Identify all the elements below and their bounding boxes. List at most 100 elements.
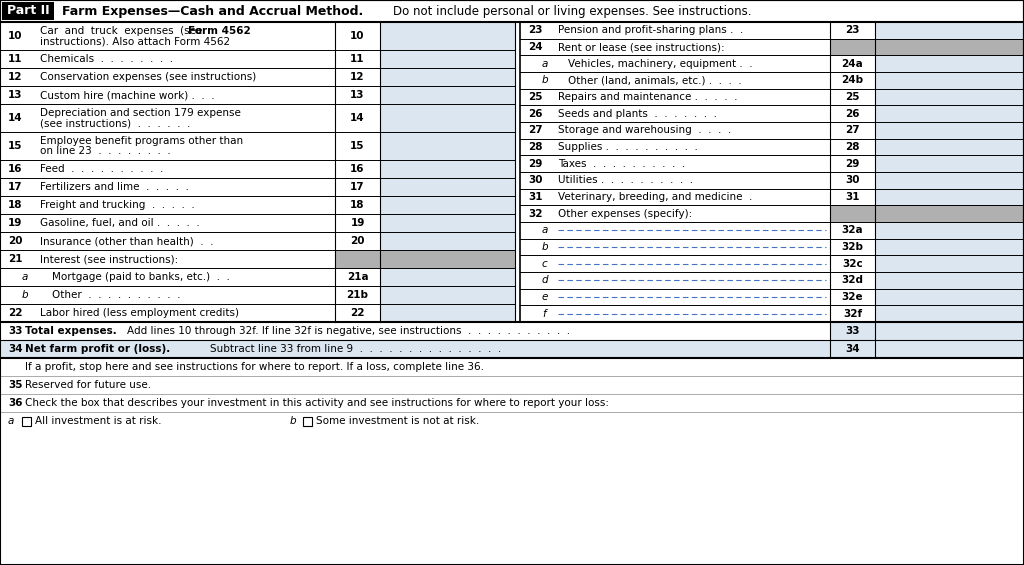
Text: 32b: 32b [842, 242, 863, 252]
Text: 31: 31 [528, 192, 543, 202]
Text: 24a: 24a [842, 59, 863, 69]
Bar [874, 289, 1024, 305]
Text: Some investment is not at risk.: Some investment is not at risk. [316, 416, 479, 426]
Text: 20: 20 [350, 236, 365, 246]
Text: 21a: 21a [347, 272, 369, 282]
Text: Repairs and maintenance .  .  .  .  .: Repairs and maintenance . . . . . [558, 92, 737, 102]
Bar [874, 222, 1024, 238]
Text: 19: 19 [8, 218, 23, 228]
Text: 17: 17 [350, 182, 365, 192]
Text: 14: 14 [8, 113, 23, 123]
Text: 13: 13 [8, 90, 23, 100]
Text: 34: 34 [8, 344, 23, 354]
Text: If a profit, stop here and see instructions for where to report. If a loss, comp: If a profit, stop here and see instructi… [25, 362, 484, 372]
Bar [874, 340, 1024, 358]
Bar [0, 0, 1024, 22]
Text: a: a [8, 416, 14, 426]
Text: 24: 24 [528, 42, 543, 52]
Bar [380, 104, 515, 132]
Text: 36: 36 [8, 398, 23, 408]
Text: 26: 26 [845, 108, 860, 119]
Text: 31: 31 [845, 192, 860, 202]
Text: 32: 32 [528, 208, 543, 219]
Text: Rent or lease (see instructions):: Rent or lease (see instructions): [558, 42, 725, 52]
Bar [380, 268, 515, 286]
Text: a: a [22, 272, 29, 282]
Bar [2, 2, 54, 20]
Bar [380, 86, 515, 104]
Text: Subtract line 33 from line 9  .  .  .  .  .  .  .  .  .  .  .  .  .  .  .: Subtract line 33 from line 9 . . . . . .… [210, 344, 502, 354]
Text: Vehicles, machinery, equipment .  .: Vehicles, machinery, equipment . . [568, 59, 753, 69]
Text: 29: 29 [846, 159, 860, 169]
Bar [380, 232, 515, 250]
Bar [874, 189, 1024, 205]
Text: 33: 33 [8, 326, 23, 336]
Text: d: d [542, 275, 549, 285]
Text: 15: 15 [350, 141, 365, 151]
Bar [380, 22, 515, 50]
Text: f: f [542, 308, 546, 319]
Text: 11: 11 [350, 54, 365, 64]
Bar [874, 322, 1024, 340]
Text: Conservation expenses (see instructions): Conservation expenses (see instructions) [40, 72, 256, 82]
Bar [0, 22, 1024, 322]
Text: 34: 34 [845, 344, 860, 354]
Text: Insurance (other than health)  .  .: Insurance (other than health) . . [40, 236, 213, 246]
Text: Car  and  truck  expenses  (see: Car and truck expenses (see [40, 26, 203, 36]
Bar [0, 358, 1024, 376]
Text: 33: 33 [845, 326, 860, 336]
Text: 12: 12 [350, 72, 365, 82]
Text: Other expenses (specify):: Other expenses (specify): [558, 208, 692, 219]
Text: Supplies .  .  .  .  .  .  .  .  .  .: Supplies . . . . . . . . . . [558, 142, 698, 152]
Text: Freight and trucking  .  .  .  .  .: Freight and trucking . . . . . [40, 200, 195, 210]
Text: Utilities .  .  .  .  .  .  .  .  .  .: Utilities . . . . . . . . . . [558, 175, 693, 185]
Text: Other (land, animals, etc.) .  .  .  .: Other (land, animals, etc.) . . . . [568, 75, 741, 85]
Text: 25: 25 [845, 92, 860, 102]
Bar [380, 214, 515, 232]
Text: Labor hired (less employment credits): Labor hired (less employment credits) [40, 308, 239, 318]
Bar [380, 68, 515, 86]
Text: 12: 12 [8, 72, 23, 82]
Text: Seeds and plants  .  .  .  .  .  .  .: Seeds and plants . . . . . . . [558, 108, 717, 119]
Bar [830, 340, 874, 358]
Text: Add lines 10 through 32f. If line 32f is negative, see instructions  .  .  .  . : Add lines 10 through 32f. If line 32f is… [127, 326, 570, 336]
Bar [874, 89, 1024, 105]
Text: 26: 26 [528, 108, 543, 119]
Text: Veterinary, breeding, and medicine  .: Veterinary, breeding, and medicine . [558, 192, 753, 202]
Text: 19: 19 [350, 218, 365, 228]
Text: Pension and profit-sharing plans .  .: Pension and profit-sharing plans . . [558, 25, 743, 36]
Text: 27: 27 [845, 125, 860, 136]
Text: 22: 22 [8, 308, 23, 318]
Text: Reserved for future use.: Reserved for future use. [25, 380, 152, 390]
Text: Fertilizers and lime  .  .  .  .  .: Fertilizers and lime . . . . . [40, 182, 188, 192]
Text: Custom hire (machine work) .  .  .: Custom hire (machine work) . . . [40, 90, 215, 100]
Text: Depreciation and section 179 expense: Depreciation and section 179 expense [40, 108, 241, 118]
Text: 30: 30 [845, 175, 860, 185]
Text: b: b [542, 242, 549, 252]
Bar [830, 322, 874, 340]
Text: 23: 23 [528, 25, 543, 36]
Text: Farm Expenses—Cash and Accrual Method.: Farm Expenses—Cash and Accrual Method. [62, 5, 364, 18]
Text: 16: 16 [8, 164, 23, 174]
Bar [874, 105, 1024, 122]
Text: a: a [542, 225, 549, 236]
Text: 18: 18 [350, 200, 365, 210]
Text: c: c [542, 259, 548, 269]
Bar [874, 205, 1024, 222]
Bar [0, 322, 1024, 340]
Bar [874, 122, 1024, 138]
Text: on line 23  .  .  .  .  .  .  .  .: on line 23 . . . . . . . . [40, 146, 171, 156]
Text: 27: 27 [528, 125, 543, 136]
Bar [0, 322, 1024, 358]
Text: 30: 30 [528, 175, 543, 185]
Bar [380, 132, 515, 160]
Bar [380, 50, 515, 68]
Bar [0, 376, 1024, 394]
Text: instructions). Also attach Form 4562: instructions). Also attach Form 4562 [40, 36, 230, 46]
Text: Employee benefit programs other than: Employee benefit programs other than [40, 136, 243, 146]
Text: 22: 22 [350, 308, 365, 318]
Bar [0, 340, 1024, 358]
Text: Feed  .  .  .  .  .  .  .  .  .  .: Feed . . . . . . . . . . [40, 164, 164, 174]
Bar [303, 417, 312, 426]
Text: 24b: 24b [842, 75, 863, 85]
